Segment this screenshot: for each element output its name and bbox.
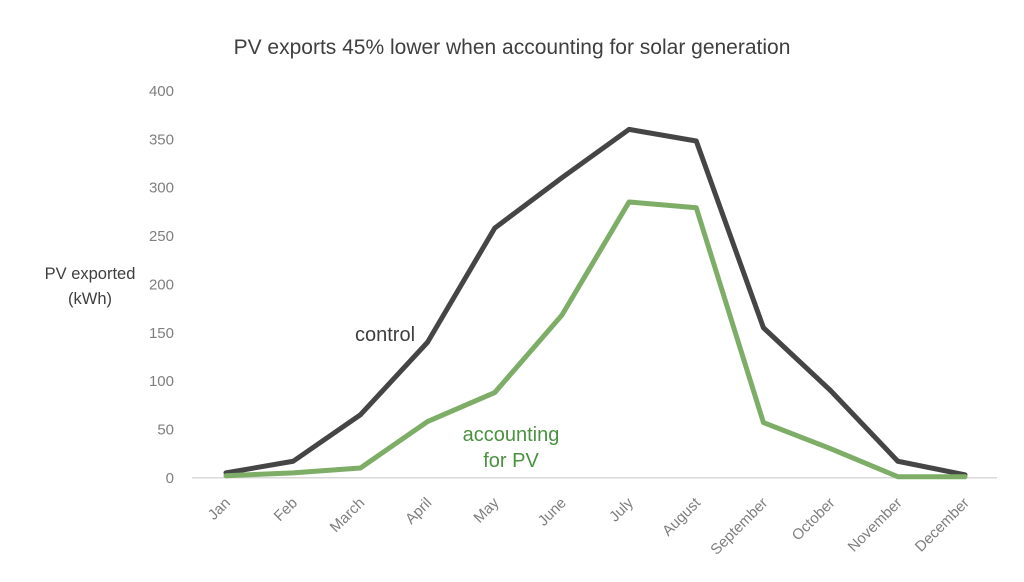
- x-tick-label: Jan: [205, 495, 234, 524]
- x-tick-label: October: [789, 495, 839, 545]
- y-tick-label: 350: [149, 131, 174, 148]
- series-line-accounting-for-pv: [223, 199, 968, 480]
- x-tick-label: March: [327, 495, 368, 536]
- y-tick-label: 150: [149, 325, 174, 342]
- x-tick-label: August: [659, 494, 705, 540]
- y-tick-label: 250: [149, 228, 174, 245]
- series-label-accounting-line2: for PV: [483, 450, 539, 472]
- y-tick-label: 200: [149, 276, 174, 293]
- x-tick-label: November: [845, 495, 906, 556]
- y-tick-label: 0: [166, 470, 174, 487]
- series-line-control: [223, 126, 968, 478]
- y-tick-label: 400: [149, 83, 174, 100]
- x-tick-label: December: [912, 495, 973, 556]
- y-tick-label: 50: [157, 422, 174, 439]
- x-tick-label: April: [402, 495, 435, 528]
- series-label-accounting-line1: accounting: [462, 424, 560, 446]
- y-axis-title-line1: PV exported: [44, 265, 136, 283]
- x-tick-label: September: [707, 495, 771, 559]
- y-tick-label: 300: [149, 180, 174, 197]
- x-tick-label: July: [606, 494, 637, 525]
- y-axis-title: PV exported (kWh): [18, 262, 162, 312]
- y-axis-title-line2: (kWh): [68, 290, 112, 308]
- chart-title: PV exports 45% lower when accounting for…: [233, 36, 791, 59]
- x-tick-label: June: [535, 495, 570, 530]
- y-tick-label: 100: [149, 373, 174, 390]
- series-label-accounting-for-pv: accounting for PV: [441, 422, 581, 474]
- x-tick-label: May: [470, 494, 502, 526]
- x-tick-label: Feb: [271, 495, 301, 525]
- series-label-control: control: [354, 324, 416, 346]
